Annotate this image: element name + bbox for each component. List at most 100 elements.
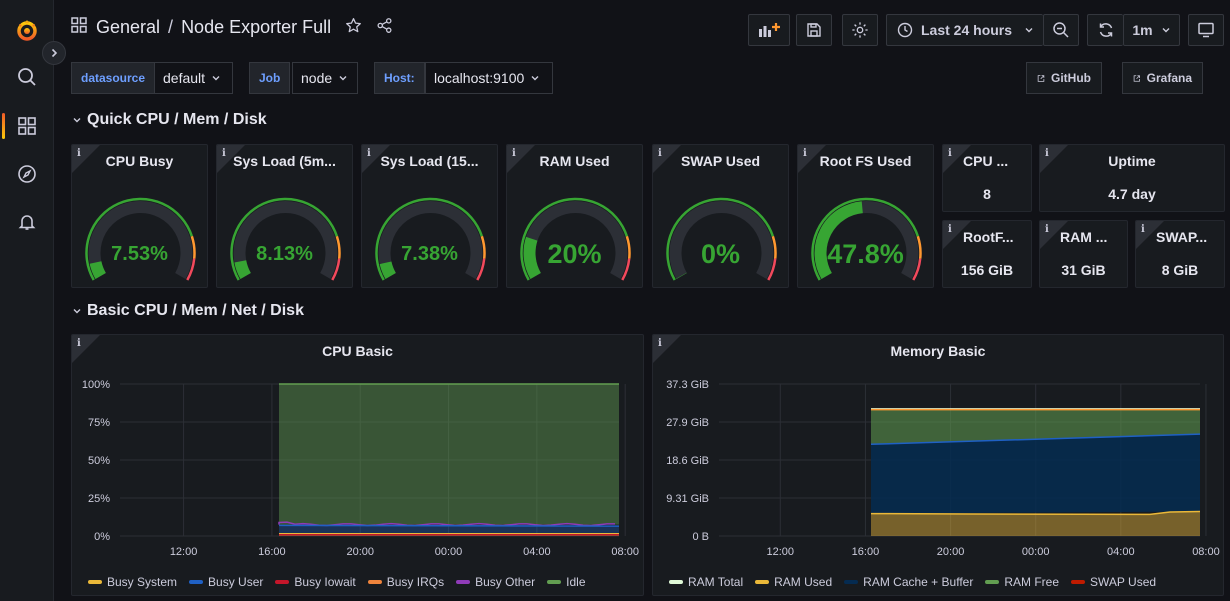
gauge-threshold-red [912,258,922,281]
gauge-threshold-green [85,197,194,281]
legend-label: RAM Total [688,575,744,589]
chevron-down-icon [1025,28,1033,33]
topbar: General / Node Exporter Full Last 24 hou… [54,0,1230,60]
grafana-logo-icon[interactable] [10,13,44,47]
add-panel-button[interactable] [748,14,790,46]
panel-title: Memory Basic [890,343,986,359]
cpu-basic-panel[interactable]: i CPU Basic 100% 75% 50% 25% 0% 12:00 16:00 20:… [71,334,644,596]
github-link[interactable]: GitHub [1026,62,1102,94]
tv-mode-button[interactable] [1188,14,1224,46]
gauge-panel[interactable]: i Sys Load (15... 7.38% [361,144,498,288]
y-tick-label: 100% [82,379,110,391]
info-icon[interactable]: i [77,338,81,349]
info-icon[interactable]: i [803,148,807,159]
star-icon[interactable] [345,17,362,39]
gauge-track [233,201,338,279]
legend-item[interactable]: RAM Used [755,575,832,589]
stat-value: 156 GiB [960,262,1014,278]
x-tick-label: 08:00 [611,546,639,558]
stat-panel-uptime[interactable]: i Uptime 4.7 day [1039,144,1225,212]
gauge-panel[interactable]: i Sys Load (5m... 8.13% [216,144,353,288]
legend-item[interactable]: RAM Free [985,575,1059,589]
legend-label: Busy System [107,575,178,589]
row-quick-cpu-mem-disk[interactable]: Quick CPU / Mem / Disk [72,111,267,129]
legend-item[interactable]: Busy System [88,575,177,589]
row-basic-cpu-mem-net-disk[interactable]: Basic CPU / Mem / Net / Disk [72,302,304,320]
time-range-picker[interactable]: Last 24 hours [886,14,1043,46]
legend-swatch [844,580,859,584]
gauge-panel[interactable]: i RAM Used 20% [506,144,643,288]
gauge-panel[interactable]: i Root FS Used 47.8% [797,144,934,288]
legend-item[interactable]: RAM Cache + Buffer [844,575,973,589]
dashboard-grid-icon [70,16,88,39]
explore-compass-icon[interactable] [10,157,44,191]
breadcrumb-folder[interactable]: General [96,17,161,37]
info-icon[interactable]: i [77,148,81,159]
stat-panel-rootfs-total[interactable]: i RootF... 156 GiB [942,220,1032,288]
legend-item[interactable]: Idle [547,575,586,589]
host-variable-select[interactable]: localhost:9100 [425,62,553,94]
dashboard-settings-button[interactable] [842,14,878,46]
stat-panel-ram-total[interactable]: i RAM ... 31 GiB [1039,220,1128,288]
gauge-panel[interactable]: i CPU Busy 7.53% [71,144,208,288]
gauge-threshold-orange [190,235,196,259]
gauge-value: 0% [700,239,741,269]
gauge-chart [375,197,486,281]
grafana-link[interactable]: Grafana [1122,62,1203,94]
legend-label: Busy Iowait [294,575,356,589]
dashboards-icon[interactable] [2,109,44,143]
memory-basic-chart[interactable]: 37.3 GiB 27.9 GiB 18.6 GiB 9.31 GiB 0 B 12:00… [653,365,1224,585]
stat-panel-cpu-cores[interactable]: i CPU ... 8 [942,144,1032,212]
info-icon[interactable]: i [1141,224,1145,235]
legend-swatch [88,580,102,584]
gauge-threshold-red [476,258,486,281]
info-icon[interactable]: i [948,224,952,235]
search-icon[interactable] [10,60,44,94]
x-tick-label: 04:00 [1107,546,1135,558]
stat-panel-swap-total[interactable]: i SWAP... 8 GiB [1135,220,1225,288]
y-tick-label: 75% [88,417,110,429]
refresh-interval-picker[interactable]: 1m [1123,14,1180,46]
gauge-value-arc [523,236,542,279]
cpu-basic-chart[interactable]: 100% 75% 50% 25% 0% 12:00 16:00 20:00 00:00 04:00… [72,365,644,585]
legend-item[interactable]: Busy Other [456,575,535,589]
legend-item[interactable]: SWAP Used [1071,575,1156,589]
gauge-value-arc [89,261,106,279]
legend-label: RAM Used [774,575,833,589]
legend-swatch [275,580,290,584]
zoom-out-button[interactable] [1043,14,1079,46]
refresh-icon [1099,23,1112,37]
info-icon[interactable]: i [658,148,662,159]
datasource-variable-select[interactable]: default [154,62,233,94]
gauge-chart [520,197,631,281]
expand-sidebar-button[interactable] [42,41,66,65]
legend-item[interactable]: Busy IRQs [367,575,444,589]
job-variable-select[interactable]: node [292,62,358,94]
share-icon[interactable] [376,17,393,39]
info-icon[interactable]: i [512,148,516,159]
gauge-track [669,201,774,279]
stat-value: 8 GiB [1161,262,1199,278]
x-tick-label: 16:00 [258,546,286,558]
memory-basic-panel[interactable]: i Memory Basic 37.3 GiB 27.9 GiB 18.6 GiB 9… [652,334,1224,596]
gauge-value: 47.8% [827,239,904,269]
refresh-button[interactable] [1087,14,1123,46]
gauge-panel[interactable]: i SWAP Used 0% [652,144,789,288]
info-icon[interactable]: i [658,338,662,349]
gauge-threshold-green [520,197,629,281]
dashboard-title[interactable]: Node Exporter Full [181,17,332,37]
github-link-label: GitHub [1051,71,1091,85]
info-icon[interactable]: i [367,148,371,159]
legend-item[interactable]: Busy User [189,575,263,589]
alerting-bell-icon[interactable] [10,205,44,239]
legend-item[interactable]: Busy Iowait [275,575,356,589]
gauge-threshold-green [375,197,484,281]
info-icon[interactable]: i [948,148,952,159]
info-icon[interactable]: i [1045,148,1049,159]
legend-item[interactable]: RAM Total [669,575,743,589]
info-icon[interactable]: i [1045,224,1049,235]
gauge-chart [230,197,341,281]
info-icon[interactable]: i [222,148,226,159]
save-dashboard-button[interactable] [796,14,832,46]
series-ram-cache-buffer [871,434,1200,514]
